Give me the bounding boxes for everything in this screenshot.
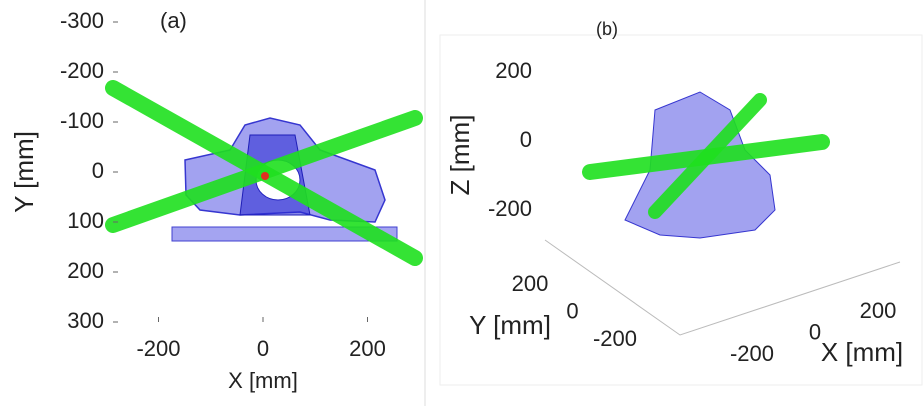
z-tick-label: -200 [488,196,532,221]
x-axis-label: X [mm] [821,337,903,367]
y-tick-label: -200 [593,326,637,351]
z-axis-label: Z [mm] [445,115,475,196]
panel-label: (b) [596,19,618,39]
x-tick-label: 0 [809,319,821,344]
y-tick-label: 0 [566,298,578,323]
y-tick-label: 0 [92,158,104,183]
axis-box [544,239,901,336]
x-tick-label: 0 [257,336,269,361]
y-tick-label: 200 [512,271,549,296]
y-tick-label: -100 [60,108,104,133]
y-tick-label: 300 [67,308,104,333]
x-tick-label: -200 [730,341,774,366]
base [171,226,398,242]
green-rod [105,110,423,233]
y-tick-label: -200 [60,58,104,83]
panel-frame [439,34,923,386]
x-tick-label: 200 [860,298,897,323]
panel-a-image [105,22,423,322]
y-axis-label: Y [mm] [9,131,39,213]
z-tick-label: 200 [495,58,532,83]
panel-b-image [439,34,923,386]
panel-label: (a) [160,8,187,33]
y-tick-label: -300 [60,8,104,33]
z-tick-label: 0 [520,127,532,152]
green-rod [648,93,767,219]
x-tick-label: 200 [349,336,386,361]
x-axis-label: X [mm] [228,368,298,393]
y-axis-label: Y [mm] [469,310,551,340]
y-tick-label: 200 [67,258,104,283]
x-tick-label: -200 [136,336,180,361]
marker [261,172,269,180]
y-tick-label: 100 [67,208,104,233]
